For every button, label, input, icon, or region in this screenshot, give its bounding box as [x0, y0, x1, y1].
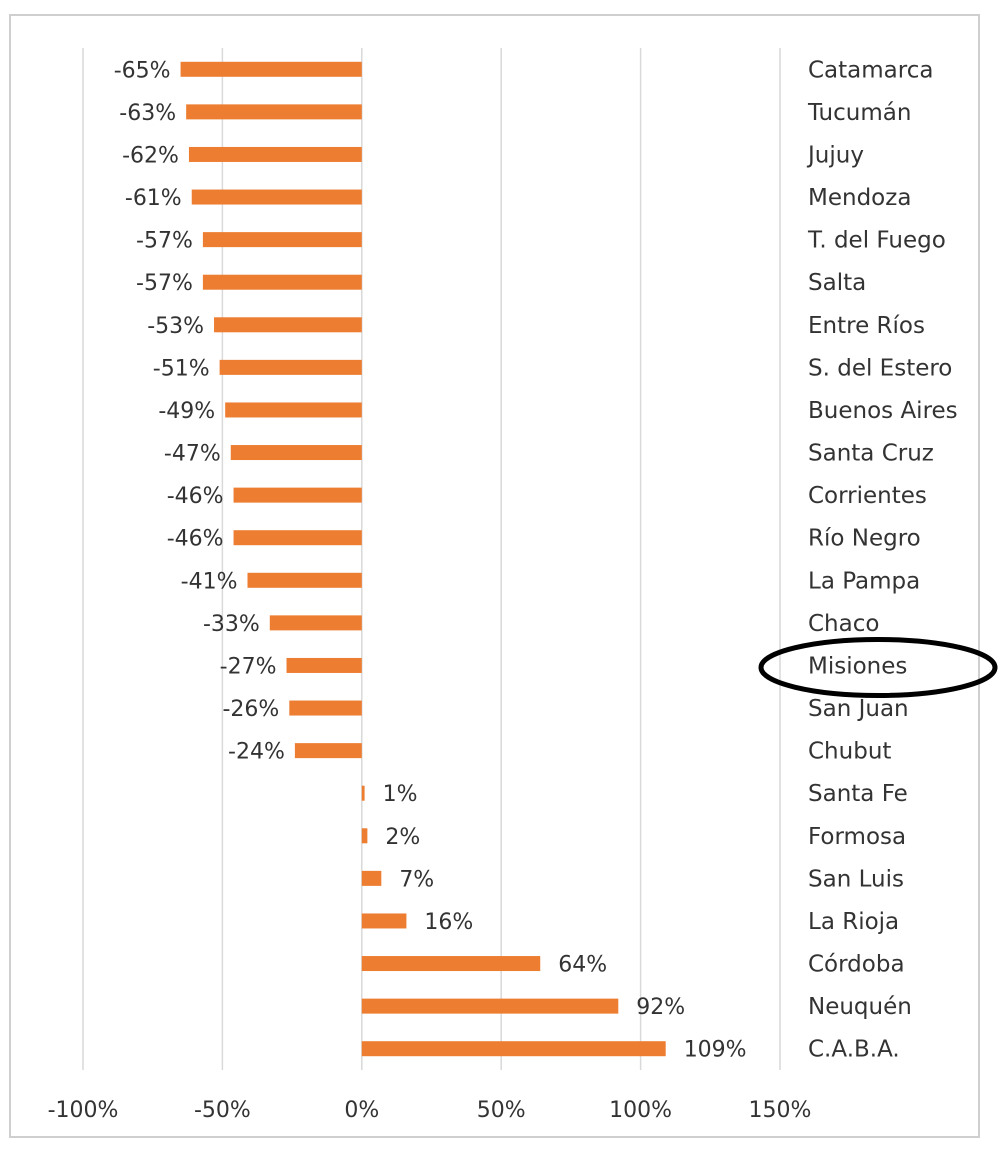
category-label: San Juan: [808, 696, 909, 722]
bar: [233, 530, 362, 546]
category-label: Neuquén: [808, 994, 912, 1020]
category-labels: Catamarca Tucumán Jujuy Mendoza T. del Fuego…: [806, 57, 958, 1062]
category-label: C.A.B.A.: [808, 1037, 900, 1063]
bar: [214, 317, 362, 333]
category-label: Formosa: [808, 824, 906, 850]
data-label: 1%: [383, 782, 418, 807]
category-label: La Pampa: [808, 568, 920, 594]
x-tick-label: 0%: [344, 1098, 379, 1123]
category-label: Córdoba: [808, 952, 905, 978]
highlight-ellipse: [758, 636, 998, 698]
x-tick-label: 50%: [477, 1098, 526, 1123]
bar: [361, 870, 382, 886]
data-label: -46%: [167, 527, 224, 552]
category-label: Corrientes: [808, 483, 927, 509]
annotations: [758, 636, 998, 698]
bar: [289, 700, 362, 716]
bar: [219, 359, 362, 375]
category-label: T. del Fuego: [807, 228, 946, 254]
data-label: -26%: [222, 697, 279, 722]
data-label: -57%: [136, 271, 193, 296]
category-label: Misiones: [808, 653, 907, 679]
data-label: -41%: [181, 569, 238, 594]
category-label: Chaco: [808, 611, 879, 637]
data-label: -61%: [125, 186, 182, 211]
bar: [233, 487, 362, 503]
data-label: -62%: [122, 143, 179, 168]
data-label: -27%: [220, 654, 277, 679]
data-labels: -65% -63% -62% -61% -57% -57% -53% -51% -49% -47%…: [114, 58, 747, 1062]
bar: [269, 615, 362, 631]
data-label: -53%: [147, 314, 204, 339]
category-label: La Rioja: [808, 909, 899, 935]
x-tick-label: 100%: [609, 1098, 672, 1123]
bar: [361, 913, 407, 929]
bar: [202, 232, 362, 248]
category-label: S. del Estero: [808, 355, 952, 381]
category-label: Santa Fe: [808, 781, 908, 807]
data-label: -49%: [158, 399, 215, 424]
bar: [202, 274, 362, 290]
bar: [191, 189, 362, 205]
bar: [294, 743, 362, 759]
data-label: 109%: [684, 1038, 747, 1063]
x-tick-label: -50%: [194, 1098, 251, 1123]
bar: [361, 828, 368, 844]
data-label: -33%: [203, 612, 260, 637]
data-label: -63%: [119, 101, 176, 126]
data-label: 2%: [385, 825, 420, 850]
data-label: 64%: [558, 953, 607, 978]
bar: [361, 785, 365, 801]
category-label: Río Negro: [808, 526, 921, 552]
data-label: 7%: [399, 867, 434, 892]
data-label: -24%: [228, 740, 285, 765]
bars: [180, 61, 666, 1057]
bar: [247, 572, 362, 588]
x-tick-label: 150%: [749, 1098, 812, 1123]
category-label: Mendoza: [808, 185, 911, 211]
bar: [180, 61, 362, 77]
gridlines: [82, 48, 781, 1070]
bar: [225, 402, 362, 418]
category-label: Chubut: [808, 739, 891, 765]
data-label: -65%: [114, 58, 171, 83]
bar: [188, 146, 362, 162]
bar: [361, 956, 541, 972]
data-label: -57%: [136, 229, 193, 254]
category-label: Catamarca: [808, 57, 933, 83]
data-label: 92%: [636, 995, 685, 1020]
data-label: 16%: [424, 910, 473, 935]
chart-frame: [9, 14, 980, 1138]
category-label: San Luis: [808, 866, 904, 892]
category-label: Buenos Aires: [808, 398, 958, 424]
bar: [361, 998, 619, 1014]
category-label: Jujuy: [806, 142, 864, 168]
x-tick-label: -100%: [48, 1098, 119, 1123]
category-label: Santa Cruz: [808, 441, 934, 467]
bar: [230, 445, 362, 461]
bar: [286, 657, 362, 673]
bar: [361, 1041, 666, 1057]
category-label: Tucumán: [807, 100, 911, 126]
data-label: -47%: [164, 442, 221, 467]
x-axis-ticks: -100% -50% 0% 50% 100% 150%: [48, 1098, 812, 1123]
bar: [186, 104, 362, 120]
data-label: -46%: [167, 484, 224, 509]
data-label: -51%: [153, 356, 210, 381]
category-label: Salta: [808, 270, 866, 296]
category-label: Entre Ríos: [808, 313, 925, 339]
